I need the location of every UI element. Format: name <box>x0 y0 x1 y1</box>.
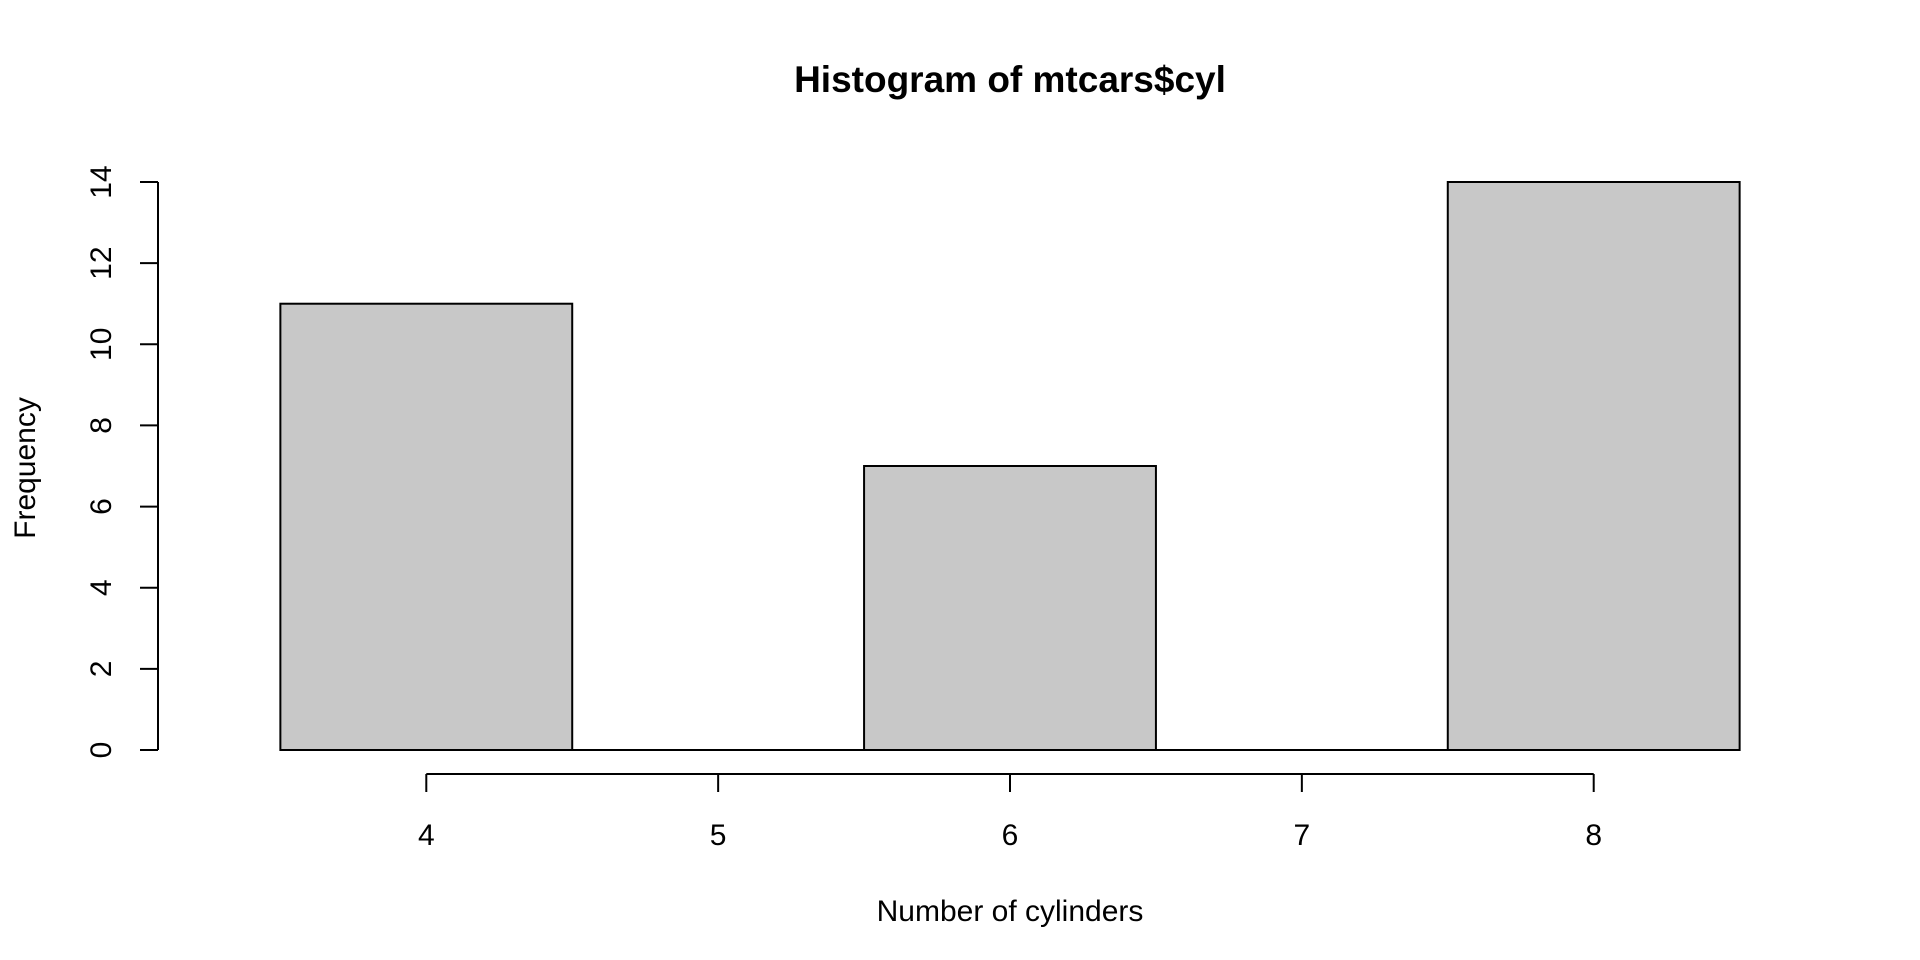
bars-layer <box>279 181 1741 751</box>
y-axis-label: Frequency <box>9 397 42 539</box>
chart-title: Histogram of mtcars$cyl <box>794 59 1226 100</box>
y-tick-label: 4 <box>85 579 118 596</box>
y-tick-label: 2 <box>85 661 118 678</box>
y-tick-label: 8 <box>85 417 118 434</box>
x-tick-label: 8 <box>1585 819 1602 852</box>
x-tick-label: 4 <box>418 819 435 852</box>
histogram-bar-2 <box>863 465 1157 751</box>
y-tick-label: 12 <box>85 246 118 279</box>
y-tick-label: 0 <box>85 742 118 759</box>
x-axis: 4 5 6 7 8 <box>418 773 1602 852</box>
x-tick-label: 5 <box>710 819 727 852</box>
y-tick-label: 10 <box>85 328 118 361</box>
histogram-bar-0 <box>279 302 574 751</box>
y-tick-label: 14 <box>85 165 118 198</box>
y-tick-label: 6 <box>85 498 118 515</box>
x-tick-label: 6 <box>1002 819 1019 852</box>
y-axis: 0 2 4 6 8 10 12 14 <box>85 165 159 759</box>
histogram-bar-4 <box>1446 181 1741 751</box>
x-tick-label: 7 <box>1294 819 1311 852</box>
x-axis-label: Number of cylinders <box>877 895 1144 928</box>
